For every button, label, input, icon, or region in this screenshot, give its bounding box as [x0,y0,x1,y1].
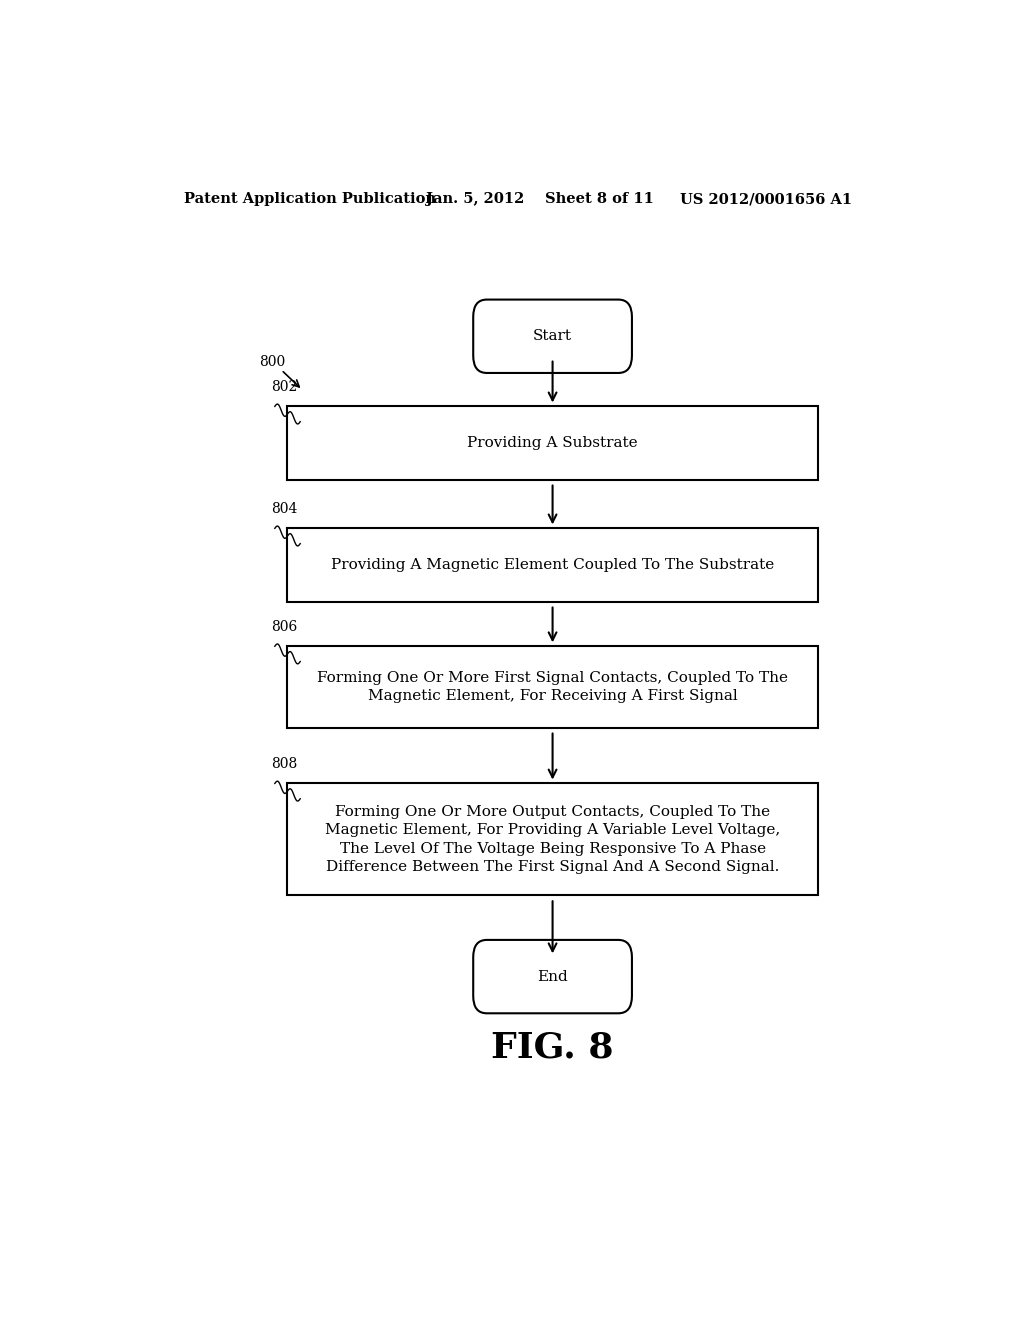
Bar [287,647,818,727]
Text: End: End [538,970,568,983]
Text: 800: 800 [259,355,286,368]
Text: 806: 806 [270,620,297,634]
FancyBboxPatch shape [473,300,632,374]
Text: US 2012/0001656 A1: US 2012/0001656 A1 [680,191,852,206]
FancyBboxPatch shape [473,940,632,1014]
Text: Patent Application Publication: Patent Application Publication [183,191,435,206]
Text: Jan. 5, 2012: Jan. 5, 2012 [426,191,524,206]
Text: Start: Start [534,329,572,343]
Text: 804: 804 [270,502,297,516]
Text: 808: 808 [270,758,297,771]
Text: Sheet 8 of 11: Sheet 8 of 11 [545,191,653,206]
Text: 802: 802 [270,380,297,395]
Text: Providing A Magnetic Element Coupled To The Substrate: Providing A Magnetic Element Coupled To … [331,558,774,572]
Text: Forming One Or More First Signal Contacts, Coupled To The
Magnetic Element, For : Forming One Or More First Signal Contact… [317,671,788,704]
Text: FIG. 8: FIG. 8 [492,1031,613,1065]
Text: Forming One Or More Output Contacts, Coupled To The
Magnetic Element, For Provid: Forming One Or More Output Contacts, Cou… [325,805,780,874]
Bar [287,407,818,479]
Text: Providing A Substrate: Providing A Substrate [467,436,638,450]
Bar [287,784,818,895]
Bar [287,528,818,602]
